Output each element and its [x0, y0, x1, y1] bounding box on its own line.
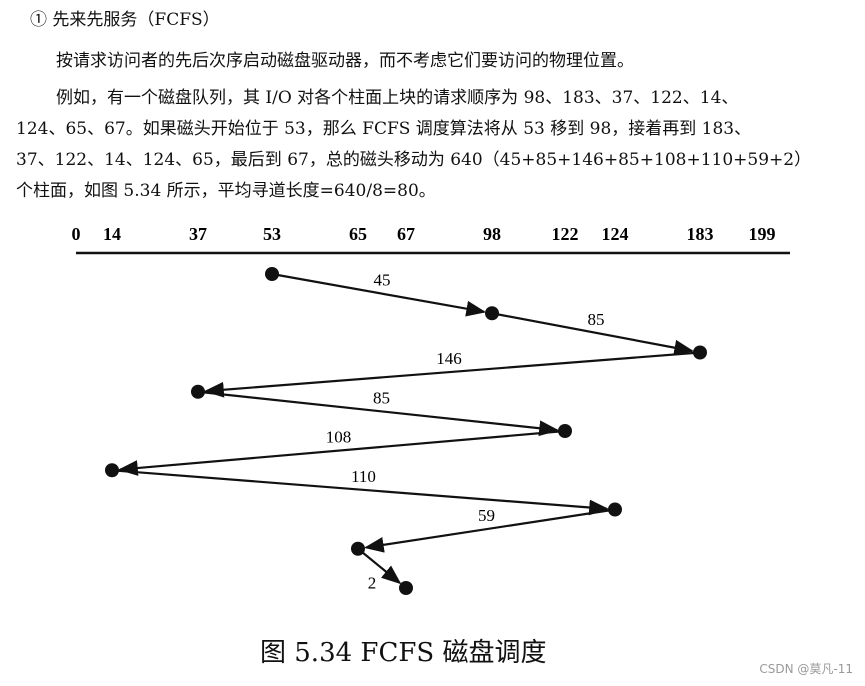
tick-label: 53 — [263, 224, 281, 244]
segment-label: 108 — [326, 428, 352, 447]
segment-label: 85 — [373, 388, 390, 407]
paragraph-example-line-1: 例如，有一个磁盘队列，其 I/O 对各个柱面上块的请求顺序为 98、183、37… — [56, 88, 739, 108]
figure-caption: 图 5.34 FCFS 磁盘调度 — [260, 638, 547, 668]
paragraph-intro: 按请求访问者的先后次序启动磁盘驱动器，而不考虑它们要访问的物理位置。 — [56, 51, 634, 71]
segment-label: 85 — [588, 310, 605, 329]
tick-label: 124 — [602, 224, 629, 244]
tick-label: 14 — [103, 224, 121, 244]
watermark: CSDN @莫凡-11 — [759, 662, 853, 676]
tick-label: 0 — [72, 224, 81, 244]
segment-labels: 45 85 146 85 108 110 59 2 — [326, 271, 605, 593]
seek-segment — [197, 390, 560, 437]
segment-label: 2 — [368, 573, 377, 592]
request-point — [693, 345, 707, 360]
paragraph-example-line-2: 124、65、67。如果磁头开始位于 53，那么 FCFS 调度算法将从 53 … — [16, 119, 752, 139]
seek-segment — [357, 547, 402, 585]
seek-segment — [271, 272, 487, 317]
seek-segment — [363, 508, 616, 553]
request-point — [399, 581, 413, 595]
seek-segment — [111, 469, 609, 516]
seek-segment — [117, 429, 566, 476]
request-point — [191, 384, 205, 399]
tick-label: 67 — [397, 224, 415, 244]
request-point — [351, 541, 365, 556]
request-point — [105, 463, 119, 478]
paragraph-example-line-4: 个柱面，如图 5.34 所示，平均寻道长度=640/8=80。 — [16, 181, 436, 201]
tick-label: 65 — [349, 224, 367, 244]
tick-label: 183 — [687, 224, 714, 244]
request-point — [558, 424, 572, 438]
tick-label: 98 — [483, 224, 501, 244]
request-point — [485, 306, 499, 321]
seek-segment — [204, 351, 701, 398]
tick-label: 199 — [749, 224, 776, 244]
seek-path — [111, 272, 701, 585]
segment-label: 59 — [478, 506, 495, 525]
request-point — [608, 502, 622, 517]
tick-label: 37 — [189, 224, 207, 244]
request-point — [265, 267, 279, 281]
paragraph-example-line-3: 37、122、14、124、65，最后到 67，总的磁头移动为 640（45+8… — [16, 150, 812, 170]
segment-label: 110 — [351, 467, 376, 486]
fcfs-diagram: 0 14 37 53 65 67 98 122 124 183 199 45 85 146 85 108 11… — [72, 224, 790, 595]
segment-label: 146 — [436, 349, 462, 368]
tick-label: 122 — [552, 224, 579, 244]
seek-segment — [491, 312, 695, 356]
request-points — [105, 267, 707, 595]
section-heading: ① 先来先服务（FCFS） — [30, 10, 220, 30]
segment-label: 45 — [374, 271, 391, 290]
cylinder-axis-ticks: 0 14 37 53 65 67 98 122 124 183 199 — [72, 224, 776, 244]
